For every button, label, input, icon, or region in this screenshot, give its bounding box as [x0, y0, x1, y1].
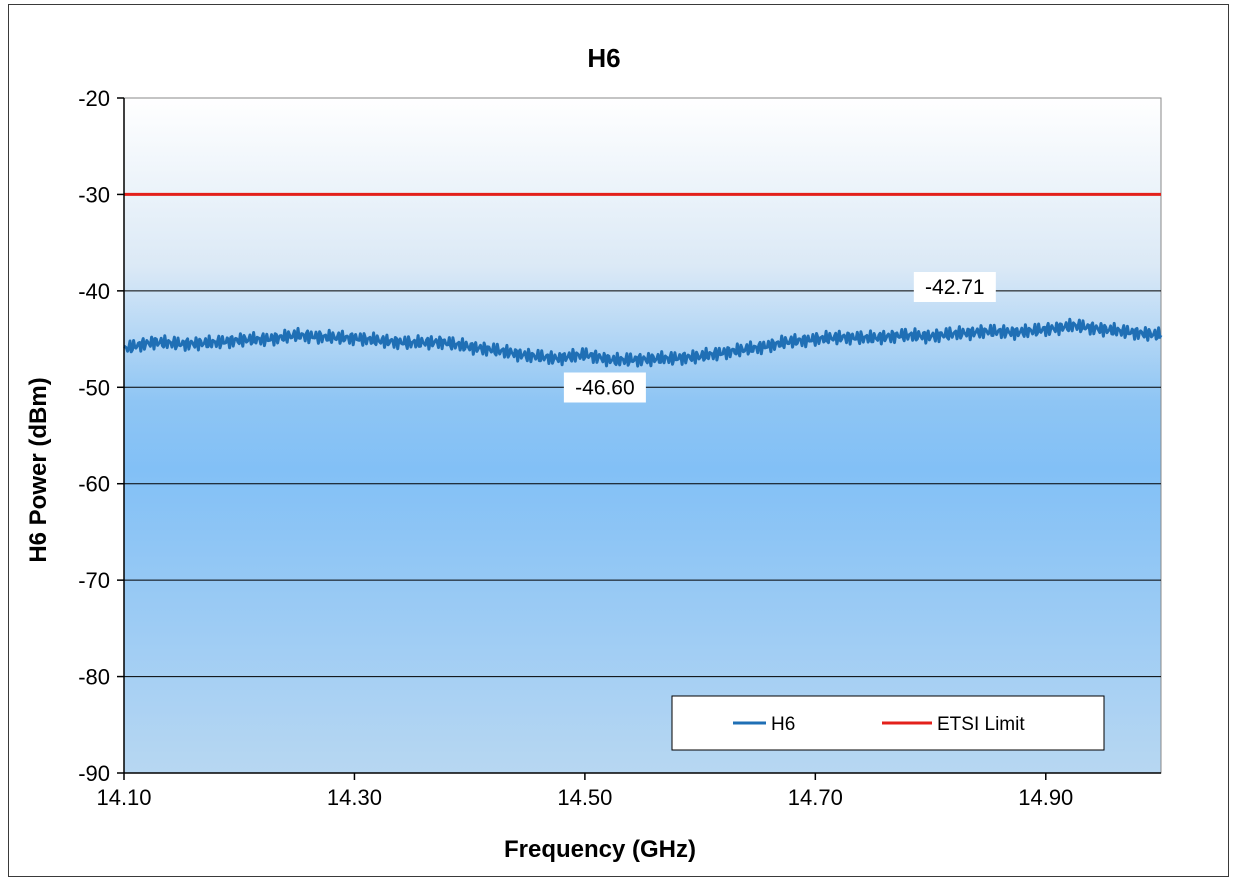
x-tick-label: 14.30: [327, 785, 382, 810]
y-tick-label: -60: [78, 472, 110, 497]
x-tick-label: 14.50: [557, 785, 612, 810]
y-tick-label: -80: [78, 665, 110, 690]
x-axis-title: Frequency (GHz): [504, 836, 696, 863]
chart-title: H6: [587, 43, 620, 73]
legend: H6 ETSI Limit: [671, 695, 1105, 751]
callout-box: [913, 271, 996, 302]
x-ticks: 14.10 14.30 14.50 14.70 14.90: [96, 773, 1073, 810]
series-line-h6: [123, 317, 1163, 368]
y-tick-label: -50: [78, 375, 110, 400]
y-tick-label: -40: [78, 279, 110, 304]
legend-label-h6: H6: [771, 714, 795, 735]
axes: [123, 98, 1161, 774]
plot-area: [123, 97, 1162, 774]
x-tick-label: 14.90: [1018, 785, 1073, 810]
y-ticks: -20 -30 -40 -50 -60 -70 -80 -90: [78, 86, 124, 786]
callout-label: -42.71: [925, 276, 985, 299]
x-tick-label: 14.10: [96, 785, 151, 810]
y-tick-label: -90: [78, 761, 110, 786]
y-tick-label: -20: [78, 86, 110, 111]
y-tick-label: -30: [78, 182, 110, 207]
y-tick-label: -70: [78, 568, 110, 593]
y-axis-title: H6 Power (dBm): [25, 377, 52, 562]
series-layer: [123, 192, 1163, 368]
callout-box: [563, 372, 646, 403]
x-tick-label: 14.70: [788, 785, 843, 810]
callout-label: -46.60: [575, 377, 635, 400]
annotations: -42.71 -46.60: [563, 271, 996, 403]
legend-label-etsi-limit: ETSI Limit: [937, 714, 1025, 735]
